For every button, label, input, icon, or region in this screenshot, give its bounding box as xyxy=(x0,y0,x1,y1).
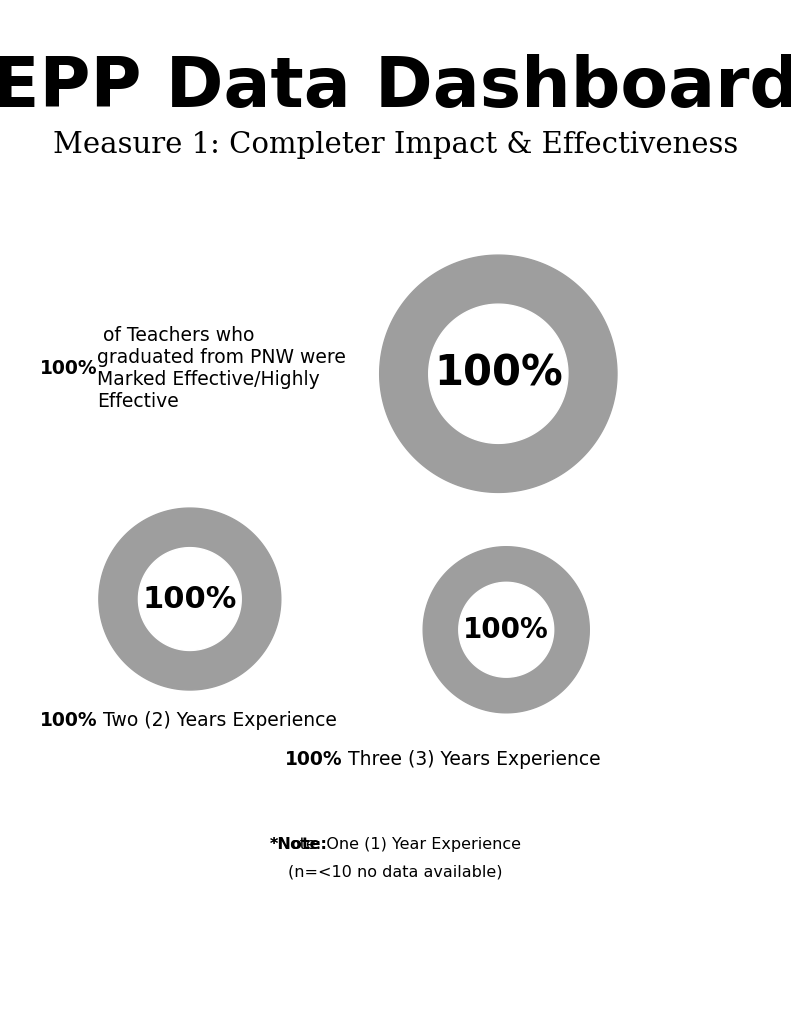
Polygon shape xyxy=(429,304,568,443)
Text: 100%: 100% xyxy=(142,585,237,613)
Text: *Note: One (1) Year Experience: *Note: One (1) Year Experience xyxy=(270,838,521,852)
Polygon shape xyxy=(423,547,589,713)
Text: Three (3) Years Experience: Three (3) Years Experience xyxy=(343,751,601,769)
Polygon shape xyxy=(99,508,281,690)
Polygon shape xyxy=(380,255,617,493)
Text: 100%: 100% xyxy=(40,359,97,378)
Text: (n=<10 no data available): (n=<10 no data available) xyxy=(288,865,503,880)
Polygon shape xyxy=(138,548,241,650)
Text: Two (2) Years Experience: Two (2) Years Experience xyxy=(97,712,337,730)
Text: of Teachers who
graduated from PNW were
Marked Effective/Highly
Effective: of Teachers who graduated from PNW were … xyxy=(97,326,346,412)
Polygon shape xyxy=(459,583,554,677)
Text: *Note:: *Note: xyxy=(270,838,328,852)
Text: EPP Data Dashboard: EPP Data Dashboard xyxy=(0,53,791,121)
Text: 100%: 100% xyxy=(434,352,562,395)
Text: 100%: 100% xyxy=(464,615,549,644)
Text: 100%: 100% xyxy=(40,712,97,730)
Text: 100%: 100% xyxy=(285,751,343,769)
Text: Measure 1: Completer Impact & Effectiveness: Measure 1: Completer Impact & Effectiven… xyxy=(53,131,738,160)
